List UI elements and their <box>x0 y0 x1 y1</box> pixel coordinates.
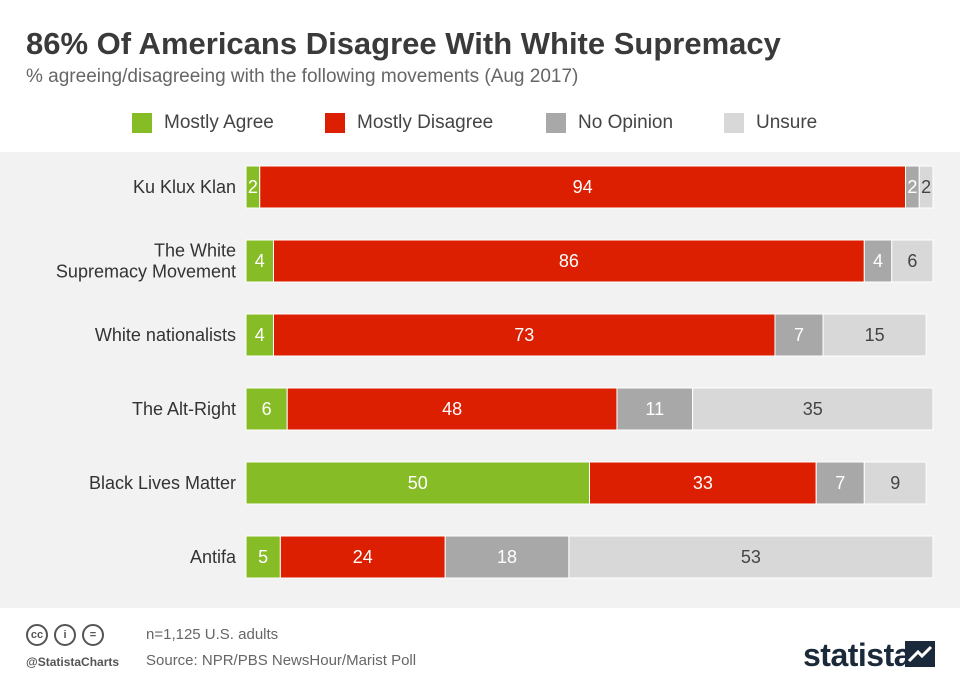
bar-the-alt-right-no-opinion <box>616 387 694 431</box>
category-label-ku-klux-klan: Ku Klux Klan <box>133 177 236 197</box>
legend-swatch-unsure <box>724 113 744 133</box>
bar-the-white-supremacy-movement-no-opinion <box>863 239 893 283</box>
legend-label-unsure: Unsure <box>756 112 818 133</box>
data-label-the-white-supremacy-movement-unsure: 6 <box>907 251 917 271</box>
legend-item-mostly-disagree: Mostly Disagree <box>325 110 493 136</box>
bar-antifa-mostly-disagree <box>279 535 446 579</box>
chart-subtitle: % agreeing/disagreeing with the followin… <box>26 66 579 87</box>
bar-black-lives-matter-unsure <box>863 461 927 505</box>
data-label-the-white-supremacy-movement-no-opinion: 4 <box>873 251 883 271</box>
license-icons: cc i = <box>26 624 104 646</box>
bar-the-alt-right-unsure <box>692 387 934 431</box>
statista-logo-text[interactable]: statista <box>803 637 912 673</box>
bar-black-lives-matter-mostly-disagree <box>589 461 817 505</box>
bar-white-nationalists-mostly-disagree <box>272 313 776 357</box>
data-label-white-nationalists-unsure: 15 <box>865 325 885 345</box>
category-label-white-nationalists: White nationalists <box>95 325 236 345</box>
bar-black-lives-matter-mostly-agree <box>245 461 590 505</box>
legend-swatch-mostly-agree <box>132 113 152 133</box>
sample-size-note: n=1,125 U.S. adults <box>146 626 279 643</box>
data-label-white-nationalists-mostly-agree: 4 <box>255 325 265 345</box>
data-label-the-alt-right-no-opinion: 11 <box>645 399 664 419</box>
category-label-the-alt-right: The Alt-Right <box>132 399 236 419</box>
bar-the-alt-right-mostly-disagree <box>286 387 618 431</box>
data-label-antifa-mostly-agree: 5 <box>258 547 268 567</box>
data-label-white-nationalists-no-opinion: 7 <box>794 325 804 345</box>
bar-antifa-mostly-agree <box>245 535 281 579</box>
legend-swatch-no-opinion <box>546 113 566 133</box>
data-label-black-lives-matter-mostly-disagree: 33 <box>693 473 713 493</box>
data-label-the-alt-right-mostly-agree: 6 <box>262 399 272 419</box>
bar-white-nationalists-no-opinion <box>774 313 824 357</box>
legend-item-mostly-agree: Mostly Agree <box>132 110 274 136</box>
data-label-antifa-mostly-disagree: 24 <box>353 547 373 567</box>
legend-item-unsure: Unsure <box>724 110 817 136</box>
legend: Mostly Agree Mostly Disagree No Opinion … <box>0 110 960 136</box>
bar-white-nationalists-unsure <box>822 313 927 357</box>
chart-title: 86% Of Americans Disagree With White Sup… <box>26 26 781 61</box>
no-derivatives-icon[interactable]: = <box>82 624 104 646</box>
statista-logo-icon[interactable] <box>905 641 935 667</box>
data-label-the-alt-right-mostly-disagree: 48 <box>442 399 462 419</box>
data-label-the-white-supremacy-movement-mostly-disagree: 86 <box>559 251 579 271</box>
attribution-icon[interactable]: i <box>54 624 76 646</box>
data-label-antifa-unsure: 53 <box>741 547 761 567</box>
data-label-ku-klux-klan-no-opinion: 2 <box>907 177 917 197</box>
category-label-the-white-supremacy-movement: The White Supremacy Movement <box>56 241 236 282</box>
category-label-black-lives-matter: Black Lives Matter <box>89 473 236 493</box>
data-label-black-lives-matter-mostly-agree: 50 <box>408 473 428 493</box>
bar-black-lives-matter-no-opinion <box>815 461 865 505</box>
plot-background <box>0 152 960 608</box>
twitter-handle[interactable]: @StatistaCharts <box>26 655 120 669</box>
bar-white-nationalists-mostly-agree <box>245 313 274 357</box>
data-label-white-nationalists-mostly-disagree: 73 <box>514 325 534 345</box>
legend-swatch-mostly-disagree <box>325 113 345 133</box>
bar-the-white-supremacy-movement-mostly-agree <box>245 239 274 283</box>
bar-the-white-supremacy-movement-unsure <box>891 239 934 283</box>
source-note: Source: NPR/PBS NewsHour/Marist Poll <box>146 652 417 669</box>
bar-the-alt-right-mostly-agree <box>245 387 288 431</box>
data-label-ku-klux-klan-unsure: 2 <box>921 177 931 197</box>
bar-ku-klux-klan-unsure <box>918 165 934 209</box>
legend-label-mostly-agree: Mostly Agree <box>164 112 274 133</box>
data-label-ku-klux-klan-mostly-agree: 2 <box>248 177 258 197</box>
data-label-black-lives-matter-no-opinion: 7 <box>835 473 845 493</box>
bar-ku-klux-klan-mostly-disagree <box>259 165 907 209</box>
legend-label-no-opinion: No Opinion <box>578 112 674 133</box>
legend-label-mostly-disagree: Mostly Disagree <box>357 112 494 133</box>
data-label-the-alt-right-unsure: 35 <box>803 399 823 419</box>
bar-the-white-supremacy-movement-mostly-disagree <box>272 239 865 283</box>
legend-item-no-opinion: No Opinion <box>546 110 673 136</box>
data-label-the-white-supremacy-movement-mostly-agree: 4 <box>255 251 265 271</box>
creative-commons-icon[interactable]: cc <box>26 624 48 646</box>
data-label-black-lives-matter-unsure: 9 <box>890 473 900 493</box>
data-label-antifa-no-opinion: 18 <box>497 547 517 567</box>
bar-antifa-unsure <box>568 535 934 579</box>
category-label-antifa: Antifa <box>190 547 237 567</box>
data-label-ku-klux-klan-mostly-disagree: 94 <box>573 177 593 197</box>
